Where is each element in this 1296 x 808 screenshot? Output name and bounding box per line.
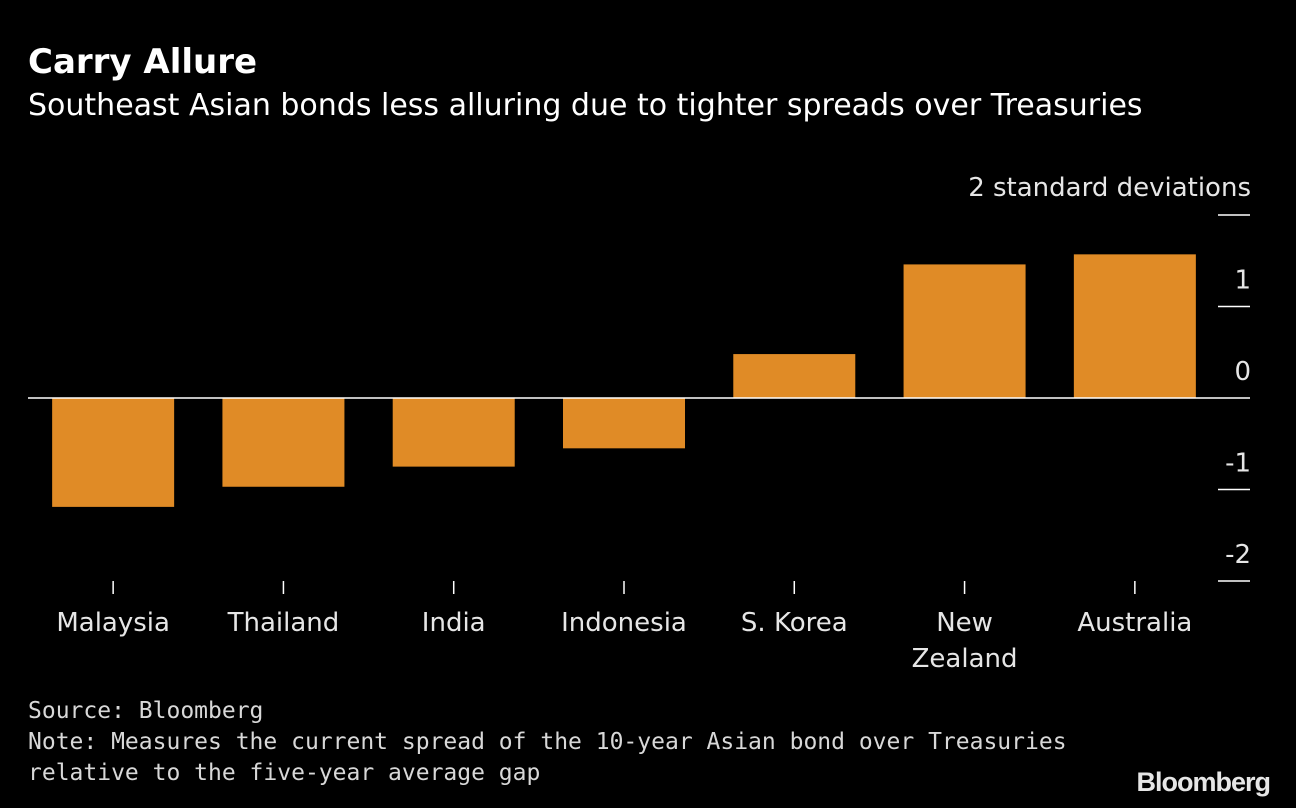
- bar-indonesia: [563, 398, 685, 449]
- y-tick-label: -2: [1225, 540, 1251, 570]
- bloomberg-logo: Bloomberg: [1136, 767, 1271, 797]
- bar-india: [392, 398, 515, 467]
- bar-malaysia: [52, 398, 175, 507]
- x-tick-label: Thailand: [227, 608, 340, 638]
- chart-title: Carry Allure: [28, 42, 258, 82]
- x-tick-label: India: [422, 608, 486, 638]
- bar-s-korea: [733, 354, 856, 398]
- y-tick-label: 1: [1234, 266, 1251, 296]
- x-tick-label: New Zealand: [912, 608, 1018, 674]
- x-tick-label: Australia: [1077, 608, 1192, 638]
- bar-new-zealand: [903, 264, 1026, 398]
- chart-footer: Source: Bloomberg Note: Measures the cur…: [28, 696, 1067, 789]
- source-note: Source: Bloomberg: [28, 698, 264, 724]
- x-tick-label: Malaysia: [56, 608, 170, 638]
- x-tick-label: S. Korea: [741, 608, 848, 638]
- bar-thailand: [222, 398, 345, 487]
- y-axis-label: 2 standard deviations: [968, 173, 1251, 203]
- methodology-note-continued: relative to the five-year average gap: [28, 760, 541, 786]
- y-tick-label: -1: [1225, 449, 1251, 479]
- chart-subtitle: Southeast Asian bonds less alluring due …: [28, 88, 1143, 123]
- x-tick-label: Indonesia: [561, 608, 687, 638]
- methodology-note: Note: Measures the current spread of the…: [28, 729, 1067, 755]
- bar-australia: [1073, 254, 1196, 398]
- bar-chart: 2 standard deviations -2 -1 0 1 Malaysia Thail…: [28, 173, 1251, 674]
- y-tick-label: 0: [1234, 357, 1251, 387]
